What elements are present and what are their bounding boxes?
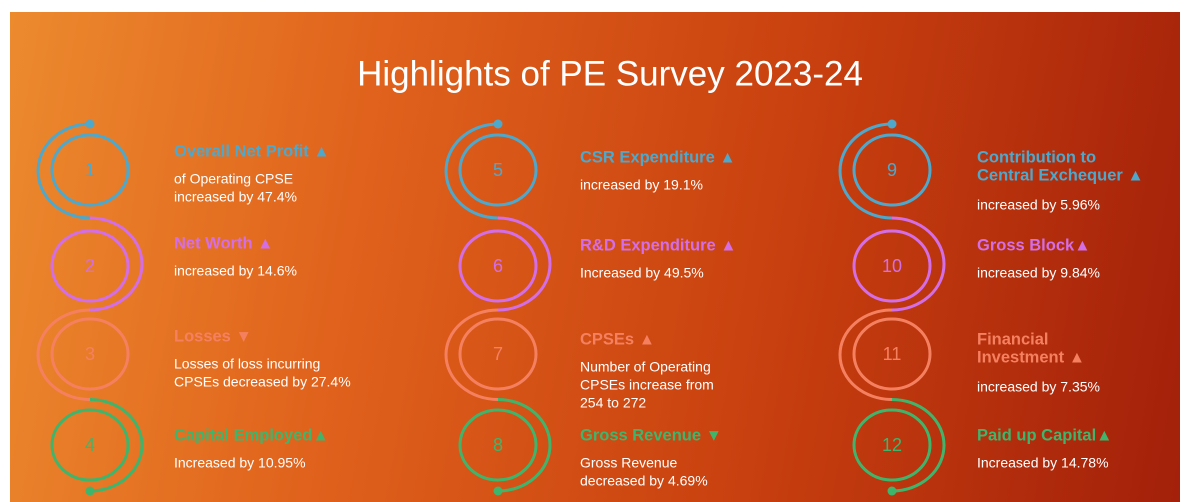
item-number: 3	[85, 344, 95, 364]
item-description: CPSEs decreased by 27.4%	[174, 374, 351, 390]
connector-dot	[85, 119, 95, 129]
item-description: Losses of loss incurring	[174, 356, 320, 372]
item-heading: CPSEs ▲	[580, 330, 655, 348]
connector-arc	[497, 216, 552, 312]
item-description: of Operating CPSE	[174, 171, 293, 187]
number-circle	[458, 408, 538, 482]
item-heading: Overall Net Profit ▲	[174, 142, 330, 160]
number-circle	[50, 133, 130, 207]
item-number: 12	[882, 435, 902, 455]
number-circle	[458, 133, 538, 207]
item-description: increased by 19.1%	[580, 177, 703, 193]
item-number: 5	[493, 160, 503, 180]
number-circle	[458, 317, 538, 391]
connector-arc	[89, 216, 144, 312]
item-heading: Capital Employed▲	[174, 426, 329, 444]
number-circle	[458, 229, 538, 303]
item-heading: CSR Expenditure ▲	[580, 148, 736, 166]
number-circle	[50, 229, 130, 303]
connector-arc	[89, 398, 144, 493]
item-number: 4	[85, 435, 95, 455]
item-number: 6	[493, 256, 503, 276]
item-heading: R&D Expenditure ▲	[580, 236, 737, 254]
item-heading: Contribution to	[977, 148, 1096, 166]
connector-dot	[493, 119, 503, 129]
item-heading: Gross Block▲	[977, 236, 1091, 254]
item-number: 2	[85, 256, 95, 276]
item-description: Number of Operating	[580, 359, 711, 375]
number-circle	[852, 408, 932, 482]
item-heading: Net Worth ▲	[174, 234, 273, 252]
connector-arc	[36, 308, 91, 401]
item-heading: Losses ▼	[174, 327, 252, 345]
item-description: CPSEs increase from	[580, 377, 714, 393]
item-description: increased by 5.96%	[977, 197, 1100, 213]
connector-dot	[887, 486, 897, 496]
number-circle	[852, 317, 932, 391]
connector-arc	[444, 122, 499, 220]
item-description: Increased by 49.5%	[580, 265, 704, 281]
item-description: 254 to 272	[580, 395, 646, 411]
connector-dot	[85, 486, 95, 496]
item-number: 7	[493, 344, 503, 364]
item-description: increased by 47.4%	[174, 189, 297, 205]
item-description: increased by 7.35%	[977, 379, 1100, 395]
item-description: Increased by 10.95%	[174, 455, 306, 471]
connector-arc	[838, 308, 893, 401]
item-description: Gross Revenue	[580, 455, 677, 471]
item-number: 9	[887, 160, 897, 180]
item-number: 10	[882, 256, 902, 276]
number-circle	[852, 229, 932, 303]
connector-arc	[891, 216, 946, 312]
connector-arc	[838, 122, 893, 220]
item-number: 1	[85, 160, 95, 180]
item-number: 11	[883, 344, 902, 364]
item-heading: Gross Revenue ▼	[580, 426, 722, 444]
item-heading: Central Exchequer ▲	[977, 166, 1144, 184]
item-description: increased by 14.6%	[174, 263, 297, 279]
connector-dot	[493, 486, 503, 496]
number-circle	[50, 317, 130, 391]
item-heading: Financial	[977, 330, 1049, 348]
connector-arc	[891, 398, 946, 493]
item-description: decreased by 4.69%	[580, 473, 708, 489]
connector-arc	[36, 122, 91, 220]
item-description: increased by 9.84%	[977, 265, 1100, 281]
number-circle	[50, 408, 130, 482]
title: Highlights of PE Survey 2023-24	[357, 54, 863, 93]
background-panel	[10, 12, 1180, 502]
connector-dot	[887, 119, 897, 129]
connector-arc	[497, 398, 552, 493]
item-heading: Paid up Capital▲	[977, 426, 1113, 444]
item-description: Increased by 14.78%	[977, 455, 1109, 471]
item-heading: Investment ▲	[977, 348, 1085, 366]
connector-arc	[444, 308, 499, 401]
item-number: 8	[493, 435, 503, 455]
number-circle	[852, 133, 932, 207]
